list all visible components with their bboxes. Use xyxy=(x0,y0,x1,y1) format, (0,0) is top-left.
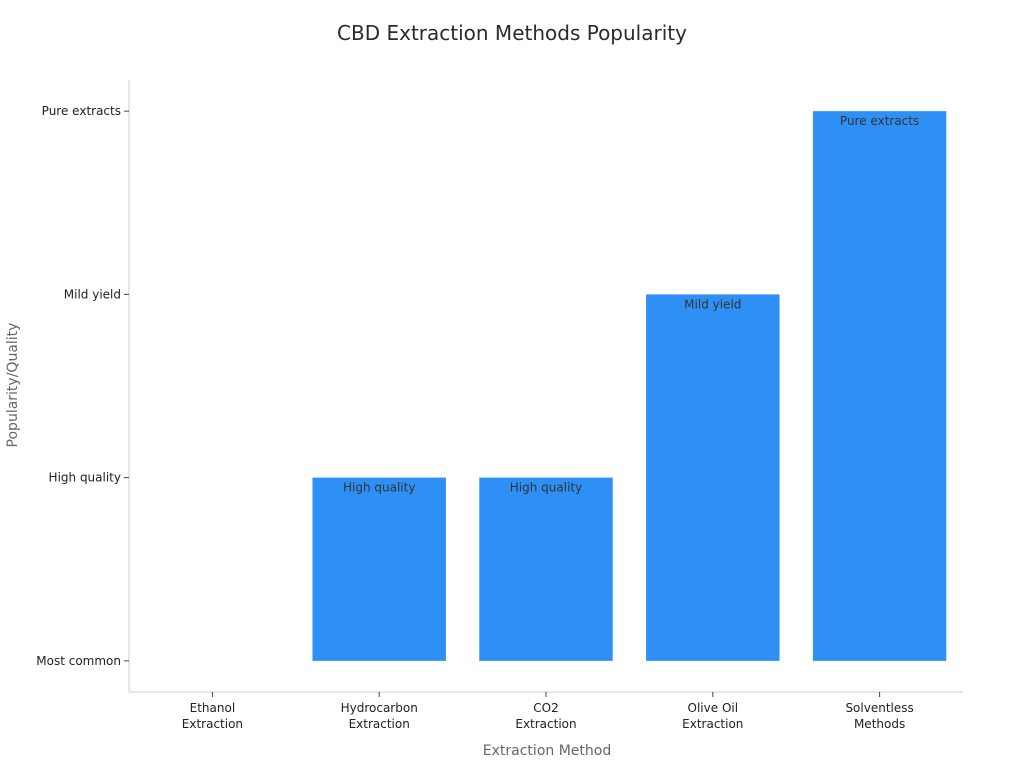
bar xyxy=(479,477,613,661)
y-axis-ticks: Most common High quality Mild yield Pure ex… xyxy=(36,104,129,668)
x-axis-ticks: Ethanol Extraction Hydrocarbon Extraction CO… xyxy=(182,692,914,731)
bar-data-label: Pure extracts xyxy=(840,114,919,128)
chart-title: CBD Extraction Methods Popularity xyxy=(337,21,687,45)
bar xyxy=(312,477,446,661)
y-axis-title: Popularity/Quality xyxy=(5,323,21,448)
bar xyxy=(812,111,947,661)
bar xyxy=(646,294,780,661)
y-tick-label: High quality xyxy=(49,471,121,485)
y-tick-label: Pure extracts xyxy=(42,104,121,118)
x-axis-title: Extraction Method xyxy=(483,743,611,759)
bar-data-labels: High quality High quality Mild yield Pure e… xyxy=(343,114,919,494)
x-tick-label: Hydrocarbon Extraction xyxy=(341,701,418,731)
y-tick-label: Most common xyxy=(36,654,121,668)
bar-data-label: High quality xyxy=(343,481,415,495)
plot-area: Most common High quality Mild yield Pure ex… xyxy=(36,80,963,731)
bars xyxy=(312,111,947,661)
x-tick-label: CO2 Extraction xyxy=(515,701,576,731)
bar-data-label: High quality xyxy=(510,481,582,495)
y-tick-label: Mild yield xyxy=(64,287,121,301)
x-tick-label: Ethanol Extraction xyxy=(182,701,243,731)
x-tick-label: Olive Oil Extraction xyxy=(682,701,743,731)
bar-data-label: Mild yield xyxy=(684,297,741,311)
x-tick-label: Solventless Methods xyxy=(845,701,913,731)
